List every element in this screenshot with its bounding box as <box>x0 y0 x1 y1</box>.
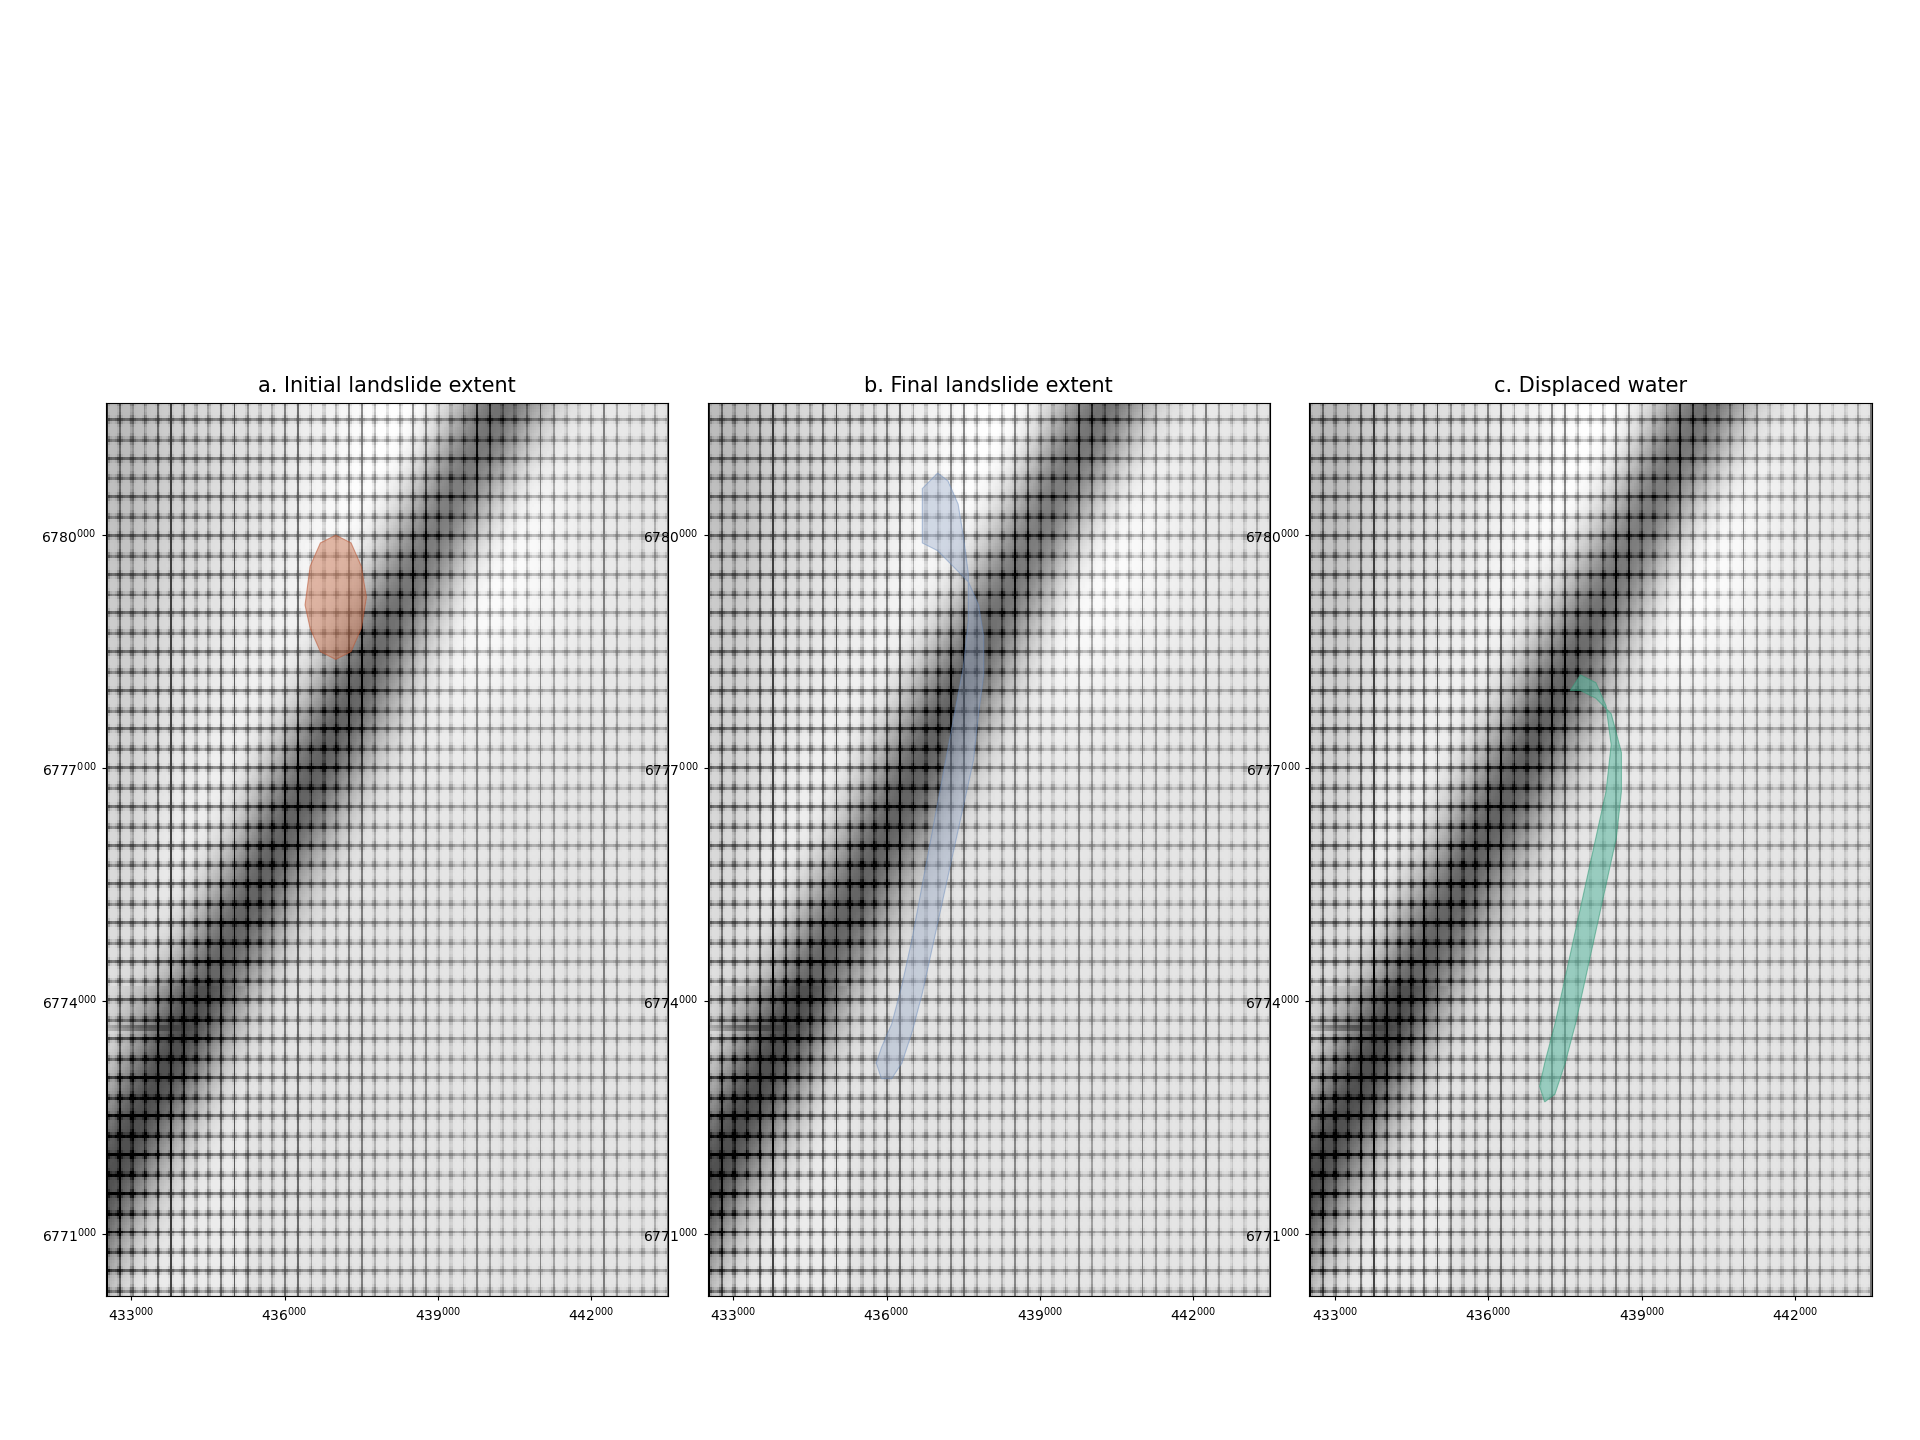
Polygon shape <box>1540 675 1620 1102</box>
Title: b. Final landslide extent: b. Final landslide extent <box>864 376 1114 396</box>
Title: c. Displaced water: c. Displaced water <box>1494 376 1688 396</box>
Title: a. Initial landslide extent: a. Initial landslide extent <box>257 376 516 396</box>
Polygon shape <box>876 474 983 1079</box>
Polygon shape <box>305 536 367 660</box>
